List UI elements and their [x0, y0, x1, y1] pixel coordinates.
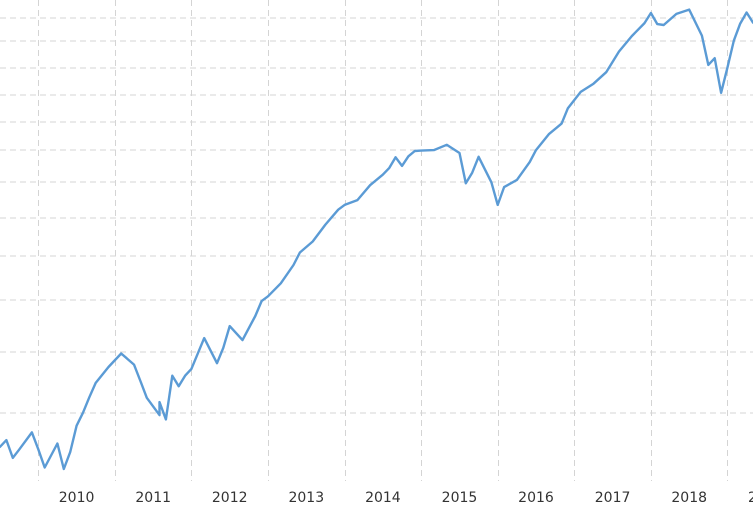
vertical-gridlines: [38, 0, 728, 481]
x-axis-tick-labels: 2010 2011 2012 2013 2014 2015 2016 2017 2018 2019: [59, 490, 753, 506]
x-tick-label: 2014: [365, 490, 401, 506]
x-tick-label: 2017: [595, 490, 631, 506]
x-tick-label: 2013: [288, 490, 324, 506]
x-tick-label: 2015: [442, 490, 478, 506]
series-layer: [0, 8, 753, 471]
x-tick-label: 2019: [748, 490, 753, 506]
x-tick-label: 2012: [212, 490, 248, 506]
series-line: [0, 8, 753, 471]
x-tick-label: 2010: [59, 490, 95, 506]
horizontal-gridlines: [0, 17, 753, 414]
x-tick-label: 2016: [518, 490, 554, 506]
x-tick-label: 2018: [671, 490, 707, 506]
x-tick-label: 2011: [135, 490, 171, 506]
